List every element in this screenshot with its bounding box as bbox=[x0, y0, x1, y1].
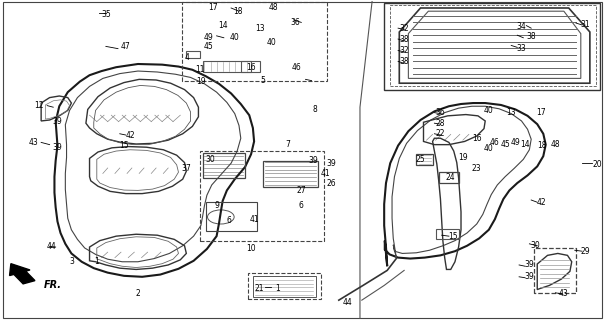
Text: 30: 30 bbox=[206, 156, 215, 164]
Text: 1: 1 bbox=[94, 257, 99, 266]
Text: 39: 39 bbox=[327, 159, 336, 168]
Text: 17: 17 bbox=[537, 108, 546, 117]
Text: 27: 27 bbox=[296, 186, 306, 195]
Text: 19: 19 bbox=[458, 153, 468, 162]
Text: 9: 9 bbox=[214, 201, 219, 210]
Text: 42: 42 bbox=[125, 131, 135, 140]
Text: 36: 36 bbox=[436, 108, 445, 117]
Text: 25: 25 bbox=[416, 155, 425, 164]
Text: 8: 8 bbox=[312, 105, 317, 114]
Text: 1: 1 bbox=[275, 284, 280, 293]
Text: 30: 30 bbox=[531, 241, 540, 250]
Text: 42: 42 bbox=[537, 198, 546, 207]
Text: 39: 39 bbox=[53, 143, 62, 152]
Text: 16: 16 bbox=[246, 63, 256, 72]
Text: 18: 18 bbox=[537, 141, 546, 150]
Text: 48: 48 bbox=[269, 4, 278, 12]
Text: 12: 12 bbox=[34, 101, 44, 110]
Text: 26: 26 bbox=[327, 179, 336, 188]
Text: 5: 5 bbox=[261, 76, 266, 85]
Text: 39: 39 bbox=[53, 117, 62, 126]
Text: 39: 39 bbox=[525, 260, 534, 269]
Text: 47: 47 bbox=[121, 42, 131, 51]
Text: 40: 40 bbox=[266, 38, 276, 47]
Text: 45: 45 bbox=[204, 42, 214, 51]
Text: 13: 13 bbox=[506, 108, 516, 117]
Text: 15: 15 bbox=[448, 232, 457, 241]
Text: 39: 39 bbox=[525, 272, 534, 281]
Text: 18: 18 bbox=[233, 7, 243, 16]
Text: 16: 16 bbox=[472, 134, 482, 143]
Text: 40: 40 bbox=[484, 106, 494, 115]
Text: 38: 38 bbox=[399, 57, 409, 66]
Text: 45: 45 bbox=[500, 140, 510, 149]
Text: 22: 22 bbox=[436, 129, 445, 138]
Text: 10: 10 bbox=[246, 244, 256, 253]
Text: 36: 36 bbox=[290, 18, 300, 27]
Text: 40: 40 bbox=[230, 33, 240, 42]
Text: 7: 7 bbox=[285, 140, 290, 149]
Text: 6: 6 bbox=[299, 201, 304, 210]
Text: 3: 3 bbox=[69, 257, 74, 266]
Text: 41: 41 bbox=[321, 169, 330, 178]
Text: 19: 19 bbox=[196, 77, 206, 86]
Text: 33: 33 bbox=[517, 44, 526, 53]
Text: FR.: FR. bbox=[44, 280, 62, 291]
Text: 40: 40 bbox=[484, 144, 494, 153]
Text: 4: 4 bbox=[185, 53, 190, 62]
Text: 46: 46 bbox=[490, 138, 500, 147]
Text: 34: 34 bbox=[517, 22, 526, 31]
Text: 38: 38 bbox=[526, 32, 536, 41]
Text: 48: 48 bbox=[551, 140, 560, 149]
Text: 20: 20 bbox=[593, 160, 603, 169]
Text: 21: 21 bbox=[254, 284, 264, 293]
Text: 35: 35 bbox=[101, 10, 111, 19]
Text: 49: 49 bbox=[204, 33, 214, 42]
Text: 31: 31 bbox=[581, 20, 590, 29]
Text: 43: 43 bbox=[559, 289, 569, 298]
Text: 49: 49 bbox=[511, 138, 520, 147]
Text: 6: 6 bbox=[226, 216, 231, 225]
Text: 11: 11 bbox=[195, 65, 204, 74]
Text: 38: 38 bbox=[399, 35, 409, 44]
Text: 44: 44 bbox=[343, 298, 353, 307]
Text: 14: 14 bbox=[218, 21, 227, 30]
Text: 43: 43 bbox=[28, 138, 38, 147]
Text: 37: 37 bbox=[182, 164, 191, 173]
Text: 39: 39 bbox=[309, 156, 318, 165]
Text: 2: 2 bbox=[136, 289, 140, 298]
Text: 13: 13 bbox=[255, 24, 265, 33]
Text: 29: 29 bbox=[581, 247, 590, 256]
Text: 15: 15 bbox=[119, 141, 129, 150]
FancyArrow shape bbox=[10, 264, 35, 284]
Text: 23: 23 bbox=[472, 164, 482, 173]
Text: 28: 28 bbox=[436, 119, 445, 128]
Text: 17: 17 bbox=[208, 4, 218, 12]
Text: 41: 41 bbox=[249, 215, 259, 224]
Text: 44: 44 bbox=[47, 242, 56, 251]
Text: 46: 46 bbox=[292, 63, 301, 72]
Text: 32: 32 bbox=[399, 24, 409, 33]
Text: 24: 24 bbox=[446, 173, 456, 182]
Text: 14: 14 bbox=[520, 140, 530, 149]
Text: 32: 32 bbox=[399, 46, 409, 55]
